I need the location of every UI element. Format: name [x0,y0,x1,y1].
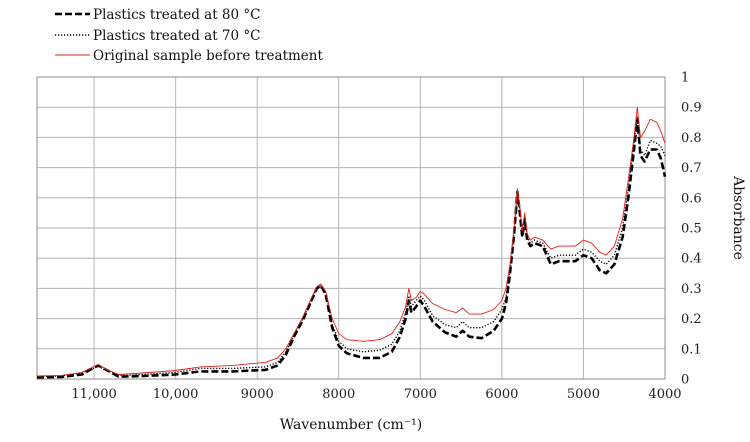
y-tick-label: 0.1 [681,342,702,357]
y-tick-label: 0.7 [681,161,702,176]
x-tick-label: 7000 [404,387,437,402]
plot-area-frame [36,76,666,380]
series-lines [36,106,667,379]
series-line-1 [36,118,667,379]
x-tick-label: 8000 [322,387,355,402]
y-tick-label: 0.5 [681,222,702,237]
x-tick-label: 5000 [567,387,600,402]
grid-lines [37,77,665,379]
x-axis-ticks: 11,000 10,000 9000 8000 7000 6000 5000 4000 [71,387,681,402]
y-tick-label: 0 [681,373,689,388]
y-tick-label: 0.9 [681,101,702,116]
x-tick-label: 4000 [648,387,681,402]
legend-label-3: Original sample before treatment [93,48,323,64]
x-tick-label: 9000 [241,387,274,402]
legend-label-1: Plastics treated at 80 °C [93,7,260,23]
y-axis-ticks: 0 0.1 0.2 0.3 0.4 0.5 0.6 0.7 0.8 0.9 1 [681,71,702,388]
x-tick-label: 11,000 [71,387,117,402]
y-tick-label: 0.8 [681,131,702,146]
legend-label-2: Plastics treated at 70 °C [93,28,260,44]
y-tick-label: 0.4 [681,252,702,267]
series-line-3 [36,106,666,377]
y-tick-label: 0.6 [681,191,702,206]
y-tick-label: 1 [681,71,689,86]
x-axis-title: Wavenumber (cm⁻¹) [280,417,422,433]
x-tick-label: 10,000 [153,387,199,402]
y-axis-title: Absorbance [730,175,746,260]
x-tick-label: 6000 [485,387,518,402]
y-tick-label: 0.3 [681,282,702,297]
legend: Plastics treated at 80 °C Plastics treate… [55,7,323,64]
y-tick-label: 0.2 [681,312,702,327]
